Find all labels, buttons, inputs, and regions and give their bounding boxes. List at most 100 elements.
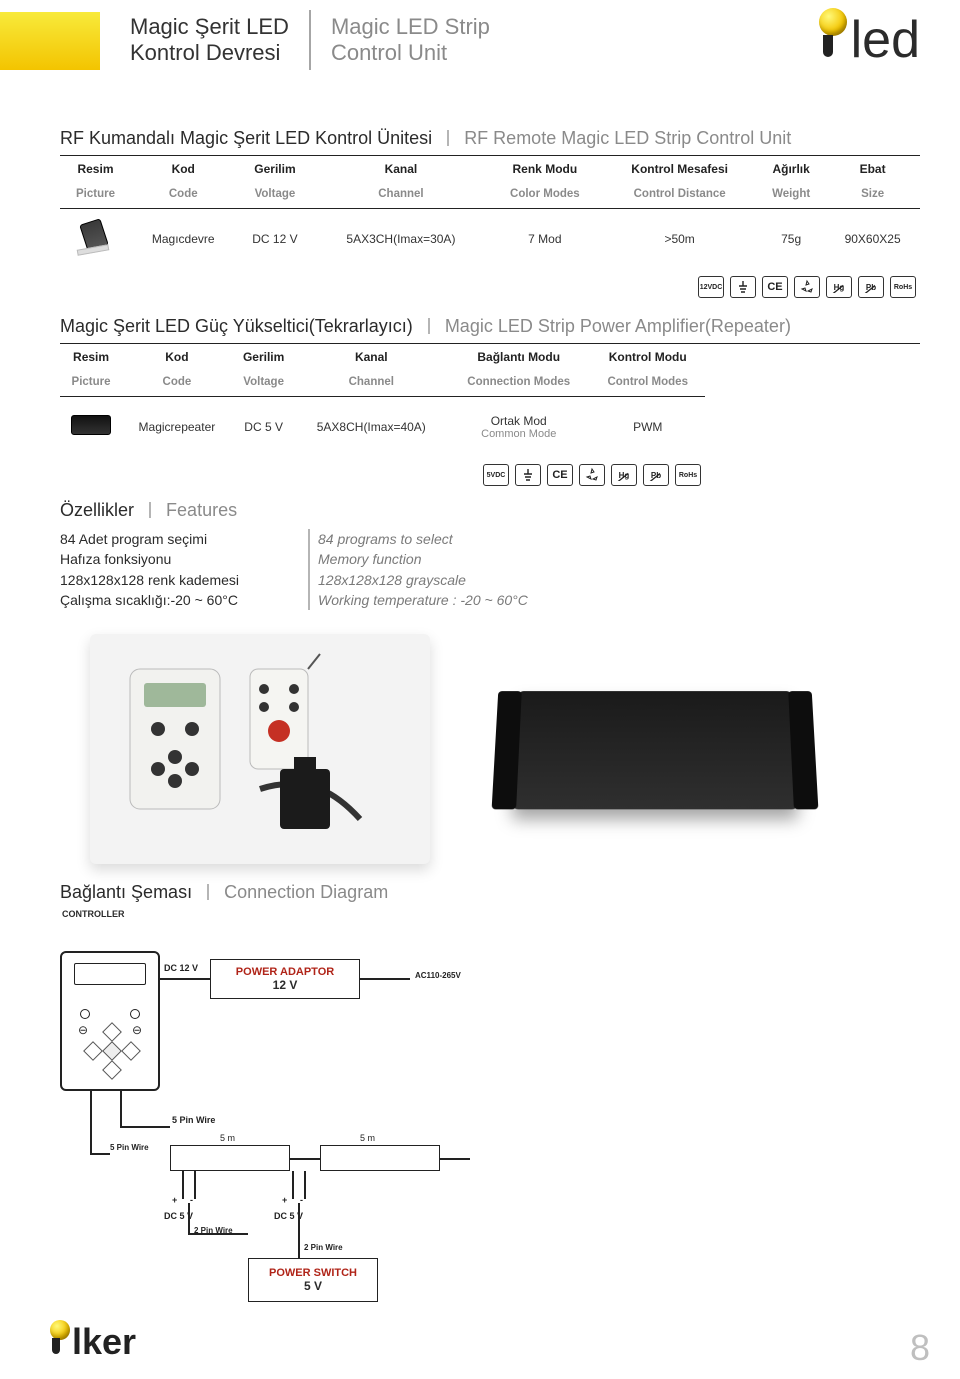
- wire2pin-label: 2 Pin Wire: [304, 1243, 343, 1252]
- feature-line: 128x128x128 grayscale: [318, 570, 528, 590]
- col-en: Channel: [314, 182, 487, 209]
- product-thumb-icon: [71, 409, 111, 441]
- col-en: Code: [131, 182, 236, 209]
- title-separator: [149, 502, 151, 518]
- amplifier-photo: [490, 669, 820, 829]
- connection-diagram: ⊖ ⊖ DC 12 V POWER ADAPTOR 12 V AC110-265…: [60, 933, 660, 1353]
- title-separator: [447, 130, 449, 146]
- ground-icon: [515, 464, 541, 486]
- table-header-tr: Resim Kod Gerilim Kanal Renk Modu Kontro…: [60, 156, 920, 182]
- table-row: Magicrepeater DC 5 V 5AX8CH(Imax=40A) Or…: [60, 397, 705, 457]
- col-en: Picture: [60, 182, 131, 209]
- rohs-icon: RoHs: [890, 276, 916, 298]
- section1-title: RF Kumandalı Magic Şerit LED Kontrol Üni…: [60, 128, 920, 149]
- col-tr: Renk Modu: [487, 156, 602, 182]
- footer-brand-text: lker: [72, 1321, 136, 1363]
- cell-voltage: DC 12 V: [236, 209, 315, 269]
- wire: [292, 1171, 294, 1199]
- col-en: Control Distance: [602, 182, 757, 209]
- cell-connection: Ortak Mod Common Mode: [447, 397, 590, 457]
- page-number: 8: [910, 1327, 930, 1369]
- recycle-icon: [579, 464, 605, 486]
- feature-line: Memory function: [318, 549, 528, 569]
- col-tr: Kanal: [314, 156, 487, 182]
- title-tr-line1: Magic Şerit LED: [130, 14, 289, 40]
- wire: [188, 1203, 190, 1233]
- diagram-title: Bağlantı Şeması Connection Diagram: [60, 882, 920, 903]
- plus-label: +: [172, 1195, 177, 1205]
- title-en: Magic LED Strip Control Unit: [309, 10, 510, 70]
- cell-size: 90X60X25: [825, 209, 920, 269]
- title-separator: [207, 884, 209, 900]
- wire5pin-label: 5 Pin Wire: [172, 1115, 215, 1125]
- title-en-line2: Control Unit: [331, 40, 490, 66]
- logo-text: led: [851, 10, 920, 70]
- repeater-length: 5 m: [360, 1133, 375, 1143]
- conn-tr: Ortak Mod: [451, 414, 586, 428]
- cert-icon-row-1: 12VDC CE Hg Pb RoHs: [60, 276, 920, 298]
- feature-line: 84 Adet program seçimi: [60, 529, 300, 549]
- recycle-icon: [794, 276, 820, 298]
- cell-code: Magıcdevre: [131, 209, 236, 269]
- controller-box: ⊖ ⊖: [60, 951, 160, 1091]
- adaptor-text1: POWER ADAPTOR: [236, 966, 334, 978]
- diagram-title-tr: Bağlantı Şeması: [60, 882, 192, 902]
- wire: [188, 1233, 248, 1235]
- spec-table-1: Resim Kod Gerilim Kanal Renk Modu Kontro…: [60, 156, 920, 268]
- no-hg-icon: Hg: [826, 276, 852, 298]
- cell-channel: 5AX8CH(Imax=40A): [296, 397, 447, 457]
- no-hg-icon: Hg: [611, 464, 637, 486]
- col-tr: Resim: [60, 344, 122, 370]
- title-separator: [428, 318, 430, 334]
- no-pb-icon: Pb: [858, 276, 884, 298]
- col-tr: Ağırlık: [757, 156, 825, 182]
- footer-brand-logo: lker: [50, 1321, 136, 1363]
- col-en: Connection Modes: [447, 370, 590, 397]
- controller-label: CONTROLLER: [62, 909, 920, 919]
- cell-voltage: DC 5 V: [232, 397, 296, 457]
- cell-channel: 5AX3CH(Imax=30A): [314, 209, 487, 269]
- col-tr: Gerilim: [236, 156, 315, 182]
- col-en: Color Modes: [487, 182, 602, 209]
- section2-title-tr: Magic Şerit LED Güç Yükseltici(Tekrarlay…: [60, 316, 413, 336]
- product-photos: [60, 634, 920, 864]
- logo-ball-icon: [819, 8, 847, 36]
- col-en: Voltage: [232, 370, 296, 397]
- col-tr: Ebat: [825, 156, 920, 182]
- wire: [90, 1153, 110, 1155]
- cell-weight: 75g: [757, 209, 825, 269]
- accent-bar: [0, 12, 100, 70]
- feature-line: Hafıza fonksiyonu: [60, 549, 300, 569]
- controller-photo: [90, 634, 430, 864]
- feature-line: Working temperature : -20 ~ 60°C: [318, 590, 528, 610]
- section1-title-en: RF Remote Magic LED Strip Control Unit: [464, 128, 791, 148]
- logo-stem-icon: [823, 35, 833, 57]
- minus-label: -: [300, 1195, 303, 1205]
- features-title: Özellikler Features: [60, 500, 920, 521]
- repeater-block-2: [320, 1145, 440, 1171]
- col-tr: Kontrol Mesafesi: [602, 156, 757, 182]
- minus-label: -: [190, 1195, 193, 1205]
- diagram-title-en: Connection Diagram: [224, 882, 388, 902]
- arrow-pad-icon: [86, 1025, 138, 1077]
- features-title-tr: Özellikler: [60, 500, 134, 520]
- section1-title-tr: RF Kumandalı Magic Şerit LED Kontrol Üni…: [60, 128, 432, 148]
- button-icon: [80, 1009, 90, 1019]
- product-thumb-icon: [75, 221, 115, 253]
- wire: [440, 1158, 470, 1160]
- ground-icon: [730, 276, 756, 298]
- wire: [90, 1091, 92, 1153]
- col-en: Code: [122, 370, 232, 397]
- ac-label: AC110-265V: [415, 971, 461, 980]
- section2-title: Magic Şerit LED Güç Yükseltici(Tekrarlay…: [60, 316, 920, 337]
- page-header: Magic Şerit LED Kontrol Devresi Magic LE…: [130, 10, 510, 70]
- dc-voltage-icon: 5VDC: [483, 464, 509, 486]
- cell-control: PWM: [590, 397, 705, 457]
- col-tr: Bağlantı Modu: [447, 344, 590, 370]
- col-en: Channel: [296, 370, 447, 397]
- dc12v-label: DC 12 V: [164, 963, 198, 973]
- table-header-en: Picture Code Voltage Channel Color Modes…: [60, 182, 920, 209]
- power-switch-block: POWER SWITCH 5 V: [248, 1258, 378, 1302]
- table-header-en: Picture Code Voltage Channel Connection …: [60, 370, 705, 397]
- feature-line: Çalışma sıcaklığı:-20 ~ 60°C: [60, 590, 300, 610]
